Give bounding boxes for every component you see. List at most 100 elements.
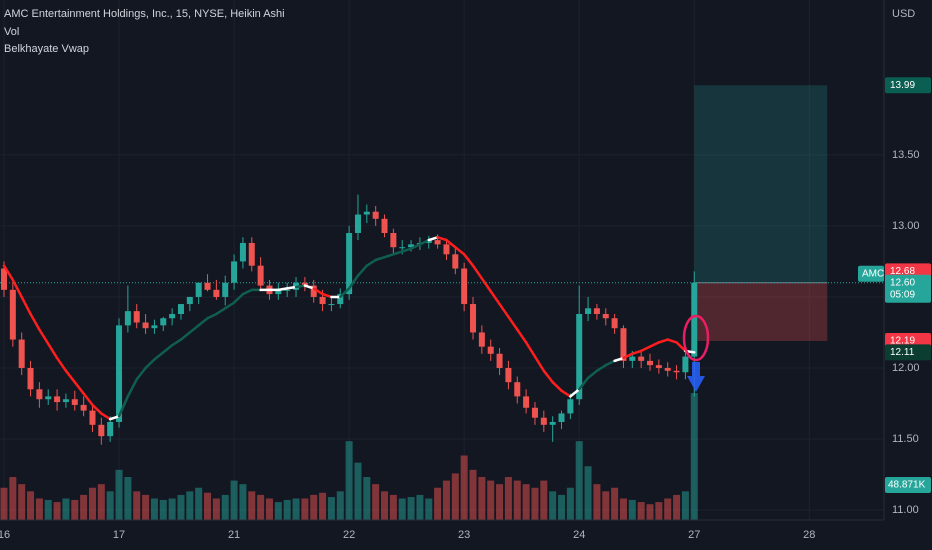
candle-body — [576, 313, 583, 400]
x-tick-label: 22 — [343, 529, 355, 541]
vwap-segment — [64, 369, 77, 384]
last-price-label: 12.60 — [890, 277, 915, 288]
vwap-segment — [100, 412, 112, 421]
candle-body — [195, 282, 202, 297]
volume-bar — [478, 476, 486, 520]
vwap-segment — [648, 341, 661, 348]
vwap-segment — [569, 388, 581, 398]
volume-bar — [97, 484, 105, 520]
candle-body — [275, 289, 282, 295]
x-tick-label: 28 — [803, 529, 815, 541]
volume-bar — [133, 491, 141, 520]
price-badge — [885, 77, 931, 94]
volume-bar — [381, 491, 389, 520]
volume-bar — [407, 497, 415, 520]
vwap-segment — [347, 274, 360, 290]
candle-body — [18, 339, 25, 368]
candle-body — [27, 367, 34, 390]
volume-bar — [124, 476, 132, 520]
candle-body — [585, 308, 592, 314]
candle-body — [478, 332, 485, 347]
symbol-badge — [858, 265, 884, 282]
vwap-segment — [356, 264, 369, 277]
vwap-segment — [197, 317, 209, 327]
volume-bar — [53, 502, 61, 520]
volume-bar — [292, 498, 300, 520]
candle-body — [558, 413, 565, 422]
vwap-segment — [666, 338, 678, 344]
chart-title: AMC Entertainment Holdings, Inc., 15, NY… — [4, 8, 285, 20]
volume-bar — [115, 469, 123, 520]
price-badge-label: 13.99 — [890, 80, 915, 91]
volume-bar — [221, 494, 229, 520]
candle-body — [470, 304, 477, 333]
volume-bar — [469, 469, 477, 520]
volume-bar — [274, 502, 282, 520]
volume-bar — [354, 462, 362, 520]
candle-body — [151, 325, 158, 329]
candle-body — [647, 360, 654, 366]
candle-body — [116, 325, 123, 422]
volume-bar — [575, 441, 583, 520]
volume-bar — [327, 497, 335, 520]
vwap-segment — [365, 258, 377, 267]
candle-body — [434, 240, 441, 245]
volume-bar — [673, 494, 681, 520]
candle-body — [655, 365, 662, 368]
vwap-segment — [436, 236, 448, 242]
vwap-segment — [418, 238, 431, 246]
vwap-segment — [586, 369, 599, 380]
candle-body — [390, 233, 397, 248]
volume-bar — [602, 491, 610, 520]
vwap-segment — [144, 358, 156, 370]
vwap-segment — [20, 295, 32, 316]
volume-bar — [646, 504, 654, 520]
axis-layer: 11.0011.5012.0012.5013.0013.501617212223… — [0, 77, 931, 541]
volume-bar — [690, 393, 698, 520]
candle-body — [363, 211, 370, 215]
candle-body — [425, 240, 432, 243]
volume-bar — [248, 491, 256, 520]
volume-bar — [88, 487, 96, 520]
candle-body — [629, 356, 636, 361]
candle-body — [169, 313, 176, 319]
volume-bar — [531, 487, 539, 520]
candle-body — [62, 399, 69, 403]
y-tick-label: 13.50 — [892, 149, 920, 161]
price-badge-label: 12.19 — [890, 336, 915, 347]
candle-body — [177, 304, 184, 314]
vwap-segment — [277, 287, 289, 292]
candle-body — [222, 282, 229, 297]
vwap-segment — [91, 403, 103, 415]
candle-body — [257, 265, 264, 286]
x-tick-label: 17 — [113, 529, 125, 541]
volume-bar — [212, 498, 220, 520]
volume-bar — [425, 498, 433, 520]
candle-body — [346, 233, 353, 295]
volume-bar — [204, 492, 212, 520]
vwap-segment — [46, 342, 59, 360]
candle-body — [328, 304, 335, 306]
volume-bar — [27, 491, 35, 520]
vwap-segment — [577, 376, 590, 391]
volume-bar — [628, 499, 636, 520]
volume-bar — [549, 491, 557, 520]
down-arrow — [687, 362, 705, 392]
candle-body — [301, 282, 308, 286]
volume-bar — [611, 487, 619, 520]
vwap-segment — [657, 338, 669, 344]
volume-bar — [257, 494, 265, 520]
volume-bar — [142, 494, 150, 520]
volume-badge — [885, 476, 931, 493]
volume-bar — [319, 492, 327, 520]
vwap-segment — [400, 247, 413, 253]
vwap-segment — [533, 355, 546, 373]
volume-bar — [159, 499, 167, 520]
candle-body — [142, 322, 149, 329]
vwap-segment — [215, 307, 227, 316]
vwap-segment — [516, 328, 528, 344]
candle-body — [381, 218, 388, 234]
volume-bar — [372, 484, 380, 520]
